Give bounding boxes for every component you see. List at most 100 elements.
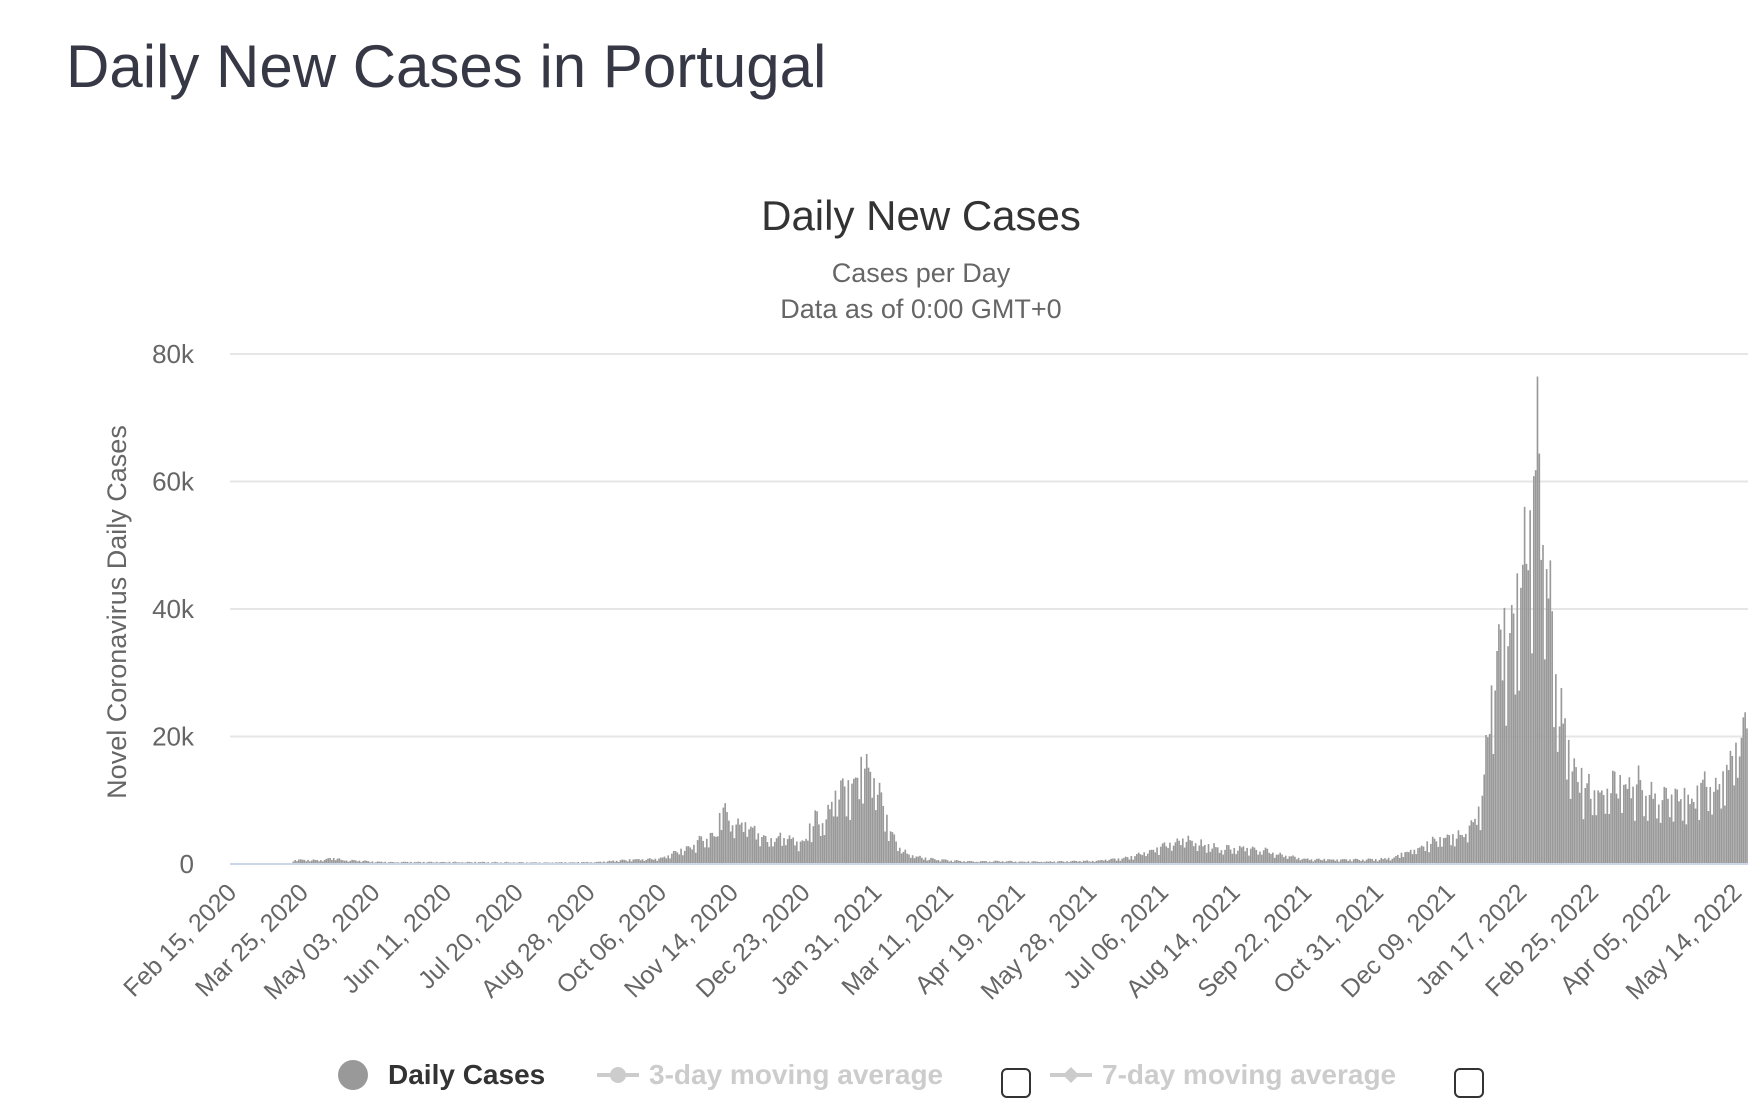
- bar: [685, 846, 688, 864]
- bar: [851, 783, 853, 864]
- bar: [1215, 847, 1217, 864]
- bar: [707, 847, 710, 864]
- bar: [717, 836, 719, 864]
- legend-item-3-day-average[interactable]: 3-day moving average: [597, 1058, 943, 1092]
- bar: [1290, 856, 1293, 864]
- bar: [1244, 851, 1247, 864]
- checkbox-3-day-average[interactable]: [1001, 1068, 1031, 1098]
- bar: [807, 840, 809, 864]
- bar: [1062, 861, 1065, 864]
- bar: [1242, 846, 1245, 864]
- legend-label-3-day-average: 3-day moving average: [649, 1059, 944, 1090]
- bar: [770, 838, 772, 864]
- bar: [1466, 842, 1469, 864]
- bar: [1534, 470, 1537, 864]
- bar: [660, 857, 662, 864]
- legend-item-7-day-average[interactable]: 7-day moving average: [1050, 1058, 1396, 1092]
- bar: [1005, 861, 1008, 864]
- bar: [814, 810, 817, 864]
- bar: [924, 857, 927, 864]
- bar: [314, 860, 317, 864]
- bar: [1527, 570, 1530, 864]
- bar: [1259, 851, 1261, 864]
- bar: [1251, 846, 1254, 864]
- bar: [404, 861, 407, 864]
- bar: [626, 861, 629, 864]
- bar: [1694, 808, 1697, 864]
- bar: [340, 859, 342, 864]
- bar: [1577, 782, 1579, 864]
- bar: [1474, 818, 1476, 864]
- bar: [711, 832, 714, 864]
- bar: [667, 855, 670, 864]
- bar: [586, 861, 589, 864]
- legend-label-daily-cases: Daily Cases: [388, 1059, 546, 1090]
- bar: [957, 860, 960, 864]
- bar: [1494, 690, 1497, 864]
- bar: [687, 846, 690, 864]
- bar: [1683, 787, 1686, 864]
- bar: [869, 771, 872, 864]
- bar: [356, 861, 359, 864]
- bar: [762, 835, 765, 864]
- bar: [886, 814, 888, 864]
- bar: [1569, 798, 1572, 864]
- bar: [841, 778, 844, 864]
- bar: [612, 860, 614, 864]
- bar: [1617, 798, 1620, 864]
- legend-item-daily-cases[interactable]: Daily Cases: [336, 1058, 545, 1092]
- bar: [1376, 861, 1379, 864]
- bar: [1288, 856, 1291, 864]
- daily-new-cases-chart: Daily New Cases Cases per Day Data as of…: [102, 192, 1748, 1005]
- bar: [1090, 861, 1092, 864]
- bar: [739, 824, 741, 864]
- bar: [1180, 845, 1182, 864]
- bar: [1176, 838, 1179, 864]
- bar: [680, 848, 682, 864]
- bar: [1468, 825, 1471, 864]
- bar: [1156, 847, 1158, 864]
- bar: [1205, 852, 1208, 864]
- y-tick-label: 80k: [152, 339, 195, 369]
- bar: [1621, 812, 1623, 864]
- bar: [992, 861, 995, 864]
- bar: [481, 861, 484, 864]
- bar: [639, 860, 642, 864]
- bar: [948, 861, 951, 864]
- bar: [1022, 861, 1024, 864]
- bar: [623, 859, 625, 864]
- bar: [1233, 847, 1236, 864]
- bar: [1685, 824, 1688, 864]
- bar: [663, 856, 666, 864]
- bar: [669, 858, 671, 864]
- bar: [1104, 859, 1107, 864]
- bar: [1560, 688, 1563, 864]
- bar: [1733, 785, 1735, 864]
- bar: [1121, 858, 1123, 864]
- bar: [775, 838, 778, 864]
- bar: [1380, 857, 1383, 864]
- bar: [1612, 770, 1614, 864]
- bar: [410, 861, 412, 864]
- bar: [989, 861, 991, 864]
- bar: [1544, 659, 1546, 864]
- bar: [1283, 857, 1285, 864]
- bar: [371, 861, 374, 864]
- bar: [1034, 861, 1037, 864]
- bar: [474, 861, 477, 864]
- bar: [1294, 856, 1296, 864]
- bar: [1340, 859, 1342, 864]
- bar: [1249, 848, 1252, 864]
- bar: [952, 861, 954, 864]
- bar: [1628, 777, 1631, 864]
- bar: [750, 826, 752, 864]
- checkbox-7-day-average[interactable]: [1454, 1068, 1484, 1098]
- bar: [1345, 859, 1348, 864]
- bar: [1431, 836, 1434, 864]
- bar: [744, 822, 747, 864]
- bar: [1485, 734, 1487, 864]
- bar: [1641, 790, 1644, 864]
- bar: [1023, 861, 1026, 864]
- bar: [467, 861, 469, 864]
- bar: [1014, 861, 1017, 864]
